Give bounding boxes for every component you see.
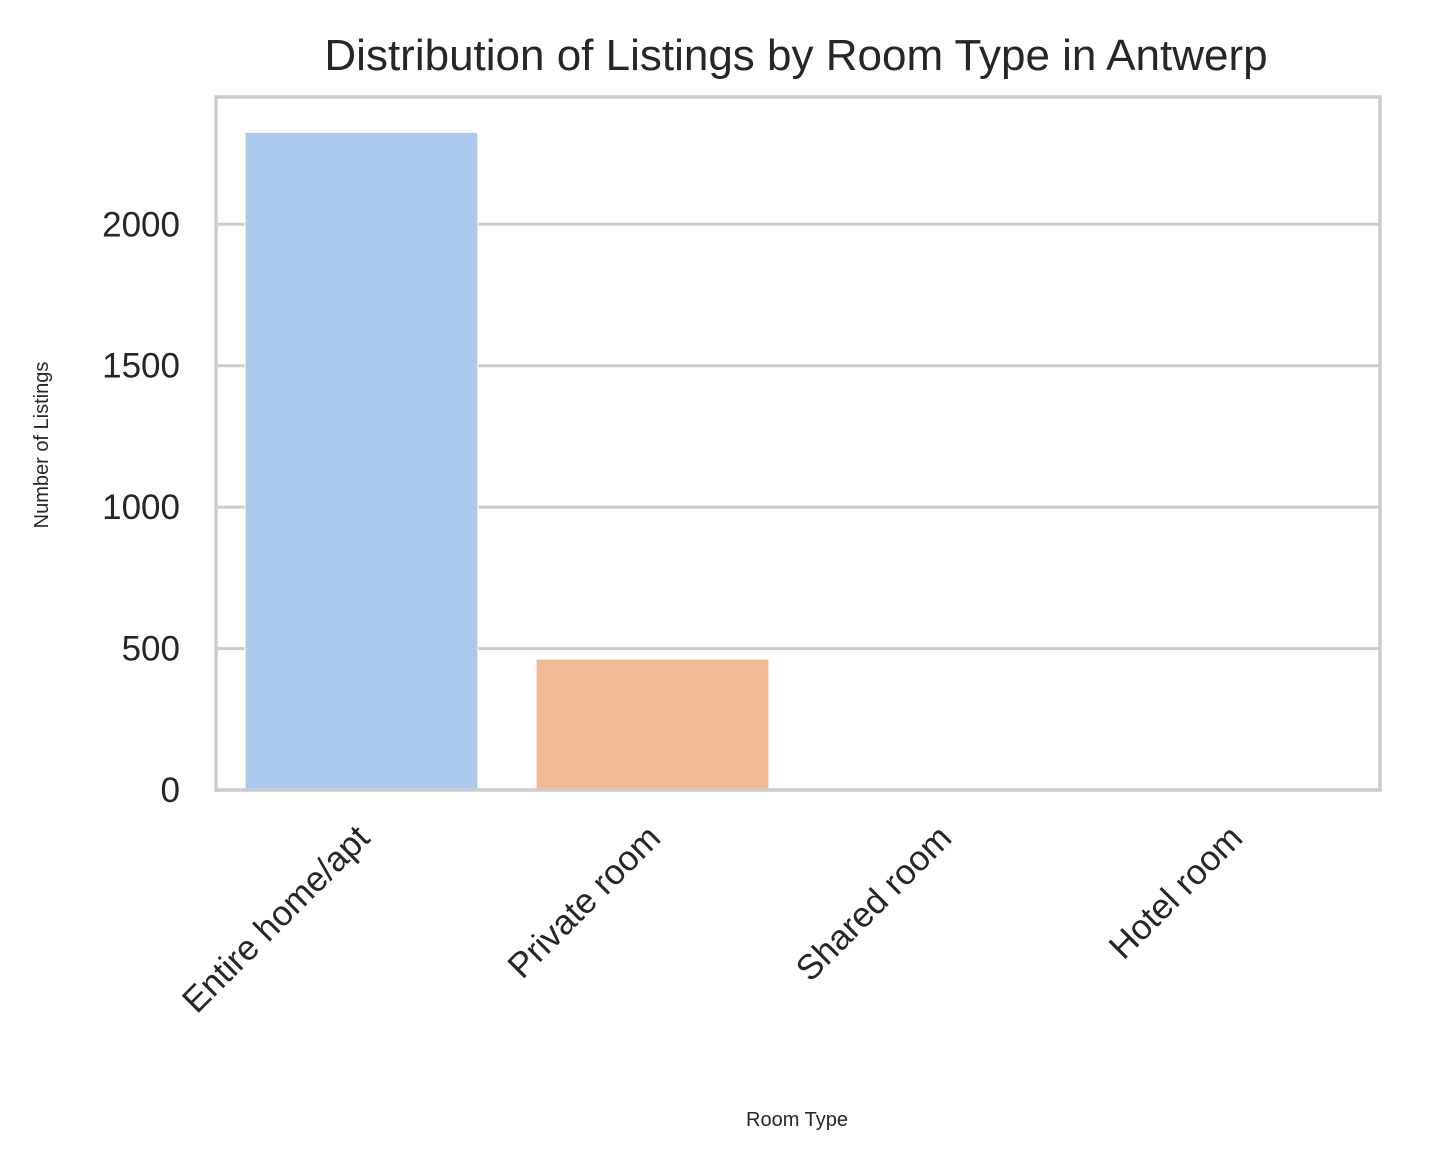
y-tick-label-0: 0 bbox=[161, 771, 180, 810]
y-tick-label-1500: 1500 bbox=[102, 347, 180, 386]
y-tick-label-2000: 2000 bbox=[102, 205, 180, 244]
y-tick-label-1000: 1000 bbox=[102, 488, 180, 527]
x-tick-labels: Entire home/apt Private room Shared room Ho… bbox=[175, 818, 1250, 1020]
x-tick-label-shared-room: Shared room bbox=[789, 818, 960, 989]
x-axis-label: Room Type bbox=[746, 1109, 848, 1131]
x-tick-label-private-room: Private room bbox=[500, 818, 668, 986]
chart-title: Distribution of Listings by Room Type in… bbox=[324, 31, 1267, 80]
plot-frame bbox=[214, 95, 1382, 792]
x-tick-label-hotel-room: Hotel room bbox=[1102, 818, 1251, 967]
bar-private-room bbox=[535, 658, 770, 791]
bar-entire-home-apt bbox=[244, 131, 479, 791]
y-tick-label-500: 500 bbox=[122, 630, 180, 669]
bars bbox=[244, 131, 1352, 791]
x-tick-label-entire-home-apt: Entire home/apt bbox=[175, 818, 377, 1020]
y-tick-labels: 0 500 1000 1500 2000 bbox=[102, 205, 180, 810]
y-axis-label: Number of Listings bbox=[31, 362, 53, 529]
